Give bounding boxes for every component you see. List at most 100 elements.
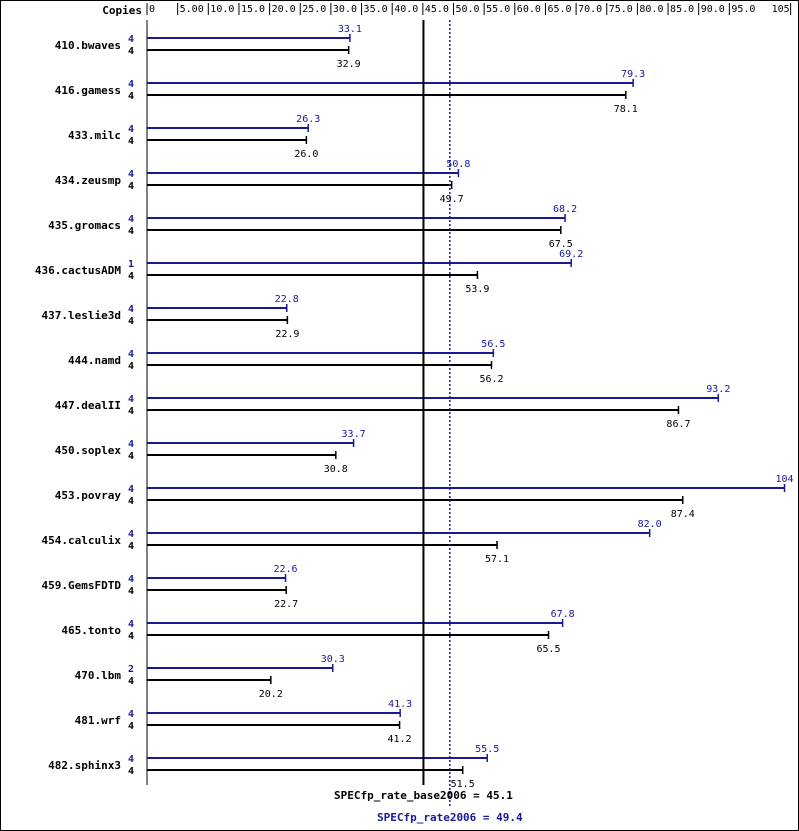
peak-value-label: 69.2 [559,249,583,260]
peak-copies: 4 [128,484,134,495]
benchmark-label: 459.GemsFDTD [42,579,122,592]
benchmark-label: 465.tonto [61,624,121,637]
copies-header: Copies [102,4,142,17]
base-value-label: 87.4 [671,509,695,520]
base-copies: 4 [128,451,134,462]
x-tick-label: 55.0 [486,4,510,15]
benchmark-group: 447.dealII 44 93.2 86.7 [55,384,731,430]
benchmark-label: 433.milc [68,129,121,142]
x-tick-label: 75.0 [609,4,633,15]
base-copies: 4 [128,91,134,102]
benchmark-group: 481.wrf 44 41.3 41.2 [75,699,413,745]
benchmark-group: 454.calculix 44 82.0 57.1 [42,519,662,565]
base-copies: 4 [128,406,134,417]
benchmark-group: 437.leslie3d 44 22.8 22.9 [42,294,300,340]
peak-value-label: 56.5 [481,339,505,350]
peak-value-label: 93.2 [706,384,730,395]
x-tick-label: 65.0 [547,4,571,15]
base-value-label: 49.7 [440,194,464,205]
base-value-label: 78.1 [614,104,638,115]
base-copies: 4 [128,316,134,327]
benchmark-label: 410.bwaves [55,39,121,52]
x-tick-label: 80.0 [639,4,663,15]
base-value-label: 30.8 [324,464,348,475]
base-copies: 4 [128,541,134,552]
peak-copies: 4 [128,394,134,405]
x-tick-label: 5.00 [180,4,204,15]
peak-copies: 4 [128,214,134,225]
base-value-label: 22.9 [275,329,299,340]
peak-copies: 4 [128,754,134,765]
base-value-label: 26.0 [294,149,318,160]
peak-value-label: 41.3 [388,699,412,710]
benchmark-group: 410.bwaves 44 33.1 32.9 [55,24,362,70]
base-summary-label: SPECfp_rate_base2006 = 45.1 [334,789,513,802]
x-tick-label: 95.0 [731,4,755,15]
base-copies: 4 [128,496,134,507]
peak-value-label: 68.2 [553,204,577,215]
benchmark-label: 481.wrf [75,714,121,727]
x-tick-label: 15.0 [241,4,265,15]
peak-value-label: 55.5 [475,744,499,755]
benchmark-label: 416.gamess [55,84,121,97]
x-tick-label: 30.0 [333,4,357,15]
base-value-label: 86.7 [666,419,690,430]
peak-copies: 4 [128,529,134,540]
peak-value-label: 30.3 [321,654,345,665]
benchmark-group: 470.lbm 24 30.3 20.2 [75,654,345,700]
peak-value-label: 67.8 [551,609,575,620]
summary-lines: SPECfp_rate_base2006 = 45.1 SPECfp_rate20… [334,20,523,824]
benchmark-group: 435.gromacs 44 68.2 67.5 [48,204,577,250]
benchmark-group: 450.soplex 44 33.7 30.8 [55,429,366,475]
peak-value-label: 79.3 [621,69,645,80]
base-copies: 4 [128,631,134,642]
x-tick-label: 90.0 [701,4,725,15]
peak-value-label: 104 [775,474,793,485]
peak-copies: 4 [128,349,134,360]
benchmark-label: 450.soplex [55,444,122,457]
base-copies: 4 [128,766,134,777]
x-tick-label: 45.0 [425,4,449,15]
peak-value-label: 22.6 [273,564,297,575]
peak-copies: 4 [128,169,134,180]
x-axis-ticks: 0 5.00 10.0 15.0 20.0 25.0 30.0 35.0 40.0 45.0 50.… [146,3,792,15]
base-value-label: 41.2 [388,734,412,745]
x-tick-label: 40.0 [394,4,418,15]
peak-copies: 1 [128,259,134,270]
x-tick-label: 10.0 [210,4,234,15]
base-value-label: 56.2 [479,374,503,385]
x-tick-label: 105 [772,4,790,15]
peak-summary-label: SPECfp_rate2006 = 49.4 [377,811,523,824]
peak-value-label: 50.8 [446,159,470,170]
peak-value-label: 22.8 [275,294,299,305]
peak-copies: 2 [128,664,134,675]
base-value-label: 20.2 [259,689,283,700]
base-copies: 4 [128,271,134,282]
peak-copies: 4 [128,79,134,90]
base-copies: 4 [128,46,134,57]
x-tick-label: 85.0 [670,4,694,15]
base-copies: 4 [128,586,134,597]
benchmark-label: 435.gromacs [48,219,121,232]
benchmark-label: 434.zeusmp [55,174,122,187]
x-tick-label: 50.0 [456,4,480,15]
benchmark-label: 436.cactusADM [35,264,121,277]
x-tick-label: 35.0 [364,4,388,15]
benchmark-label: 482.sphinx3 [48,759,121,772]
benchmark-label: 454.calculix [42,534,122,547]
base-copies: 4 [128,136,134,147]
benchmark-group: 453.povray 44 104 87.4 [55,474,794,520]
base-value-label: 57.1 [485,554,509,565]
benchmark-group: 433.milc 44 26.3 26.0 [68,114,320,160]
benchmark-label: 437.leslie3d [42,309,121,322]
base-copies: 4 [128,721,134,732]
x-tick-label: 0 [149,4,155,15]
benchmark-label: 447.dealII [55,399,121,412]
peak-copies: 4 [128,124,134,135]
base-copies: 4 [128,181,134,192]
base-value-label: 32.9 [337,59,361,70]
base-value-label: 65.5 [536,644,560,655]
benchmark-label: 470.lbm [75,669,122,682]
